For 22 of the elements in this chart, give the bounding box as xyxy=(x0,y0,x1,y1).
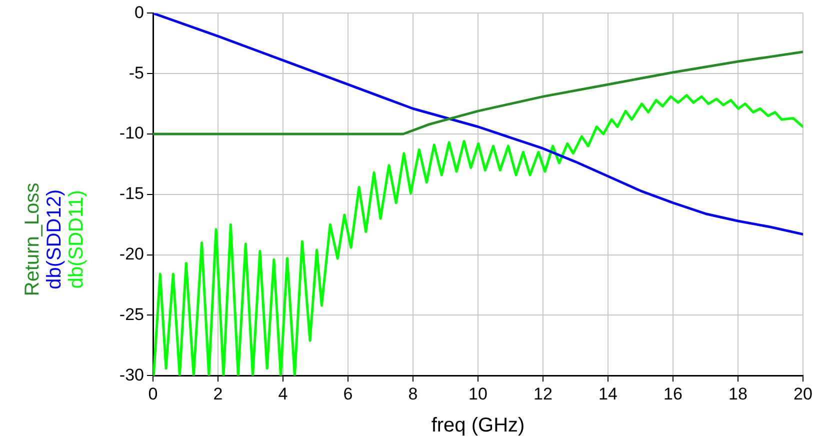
x-tick-label: 14 xyxy=(598,384,618,404)
x-axis-title: freq (GHz) xyxy=(431,414,525,437)
y-tick-label: -5 xyxy=(128,63,144,82)
x-tick-label: 12 xyxy=(534,384,552,404)
x-tick-label: 18 xyxy=(728,384,748,404)
x-tick-label: 0 xyxy=(148,384,158,404)
x-tick-label: 16 xyxy=(664,384,682,404)
y-tick-label: -30 xyxy=(119,365,144,384)
y-tick-label: -25 xyxy=(119,304,144,324)
x-tick-label: 2 xyxy=(213,384,223,404)
text: Return_Loss xyxy=(22,182,44,296)
y-tick-label: 0 xyxy=(134,2,144,22)
x-tick-label: 8 xyxy=(408,384,418,404)
y-tick-label: -10 xyxy=(119,124,144,143)
x-tick-label: 20 xyxy=(794,384,812,404)
x-tick-label: 6 xyxy=(343,384,353,404)
y-tick-label: -20 xyxy=(119,244,144,264)
x-tick-label: 4 xyxy=(278,384,288,404)
y-tick-label: -15 xyxy=(119,184,144,204)
text: db(SDD11) xyxy=(66,190,88,289)
x-tick-label: 10 xyxy=(468,384,488,404)
text: db(SDD12) xyxy=(44,189,66,290)
